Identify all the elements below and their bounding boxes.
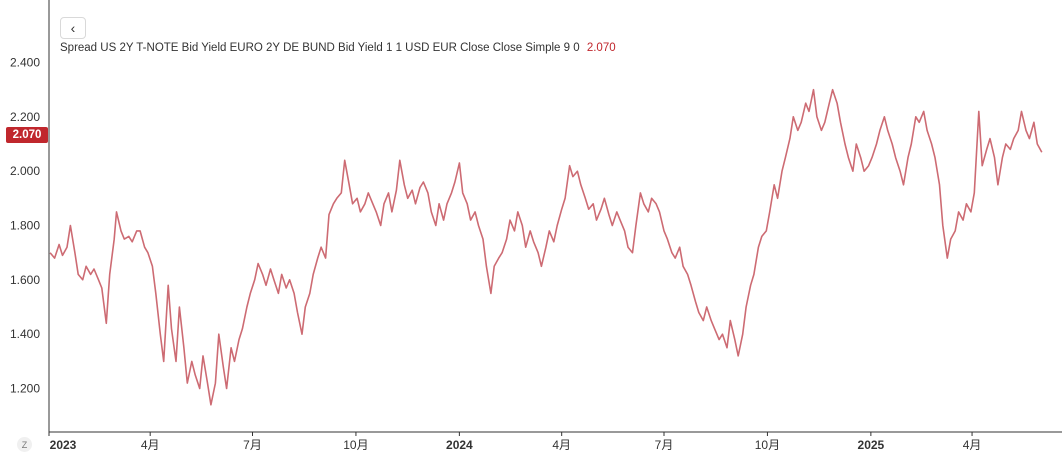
- x-tick-label: 7月: [243, 438, 262, 452]
- y-tick-label: 1.200: [10, 382, 40, 396]
- x-tick-label: 10月: [343, 438, 368, 452]
- y-tick-label: 1.400: [10, 327, 40, 341]
- x-axis: 2023 4月 7月 10月 2024 4月 7月 10月 2025 4月: [48, 432, 982, 452]
- x-tick-label: 10月: [755, 438, 780, 452]
- zoom-button[interactable]: Z: [17, 437, 32, 452]
- legend-value: 2.070: [586, 42, 616, 54]
- chevron-left-icon[interactable]: ‹: [60, 17, 86, 39]
- x-tick-label: 2024: [446, 438, 473, 452]
- x-tick-label: 4月: [963, 438, 982, 452]
- x-tick-label: 4月: [141, 438, 160, 452]
- y-tick-label: 2.000: [10, 164, 40, 178]
- legend-text: Spread US 2Y T-NOTE Bid Yield EURO 2Y DE…: [60, 42, 580, 54]
- y-tick-label: 1.600: [10, 273, 40, 287]
- plot-area: [49, 88, 1043, 406]
- last-price-tag: 2.070: [6, 127, 48, 143]
- series-line: [49, 88, 1043, 406]
- y-tick-label: 2.200: [10, 110, 40, 124]
- x-tick-label: 4月: [552, 438, 571, 452]
- x-tick-label: 2023: [50, 438, 77, 452]
- y-tick-label: 2.400: [10, 55, 40, 69]
- y-axis: 2.400 2.200 2.000 1.800 1.600 1.400 1.200: [10, 55, 40, 395]
- series-legend: Spread US 2Y T-NOTE Bid Yield EURO 2Y DE…: [60, 42, 616, 54]
- x-tick-label: 7月: [655, 438, 674, 452]
- y-tick-label: 1.800: [10, 219, 40, 233]
- x-tick-label: 2025: [858, 438, 885, 452]
